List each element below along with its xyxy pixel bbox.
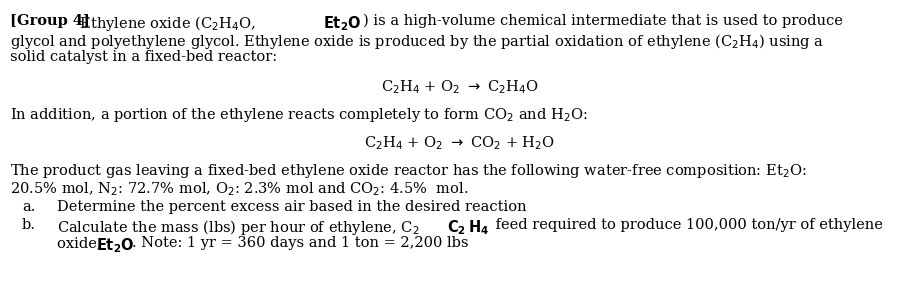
Text: solid catalyst in a fixed-bed reactor:: solid catalyst in a fixed-bed reactor: [10,50,277,64]
Text: $\mathbf{Et_2O}$: $\mathbf{Et_2O}$ [96,236,134,255]
Text: Ethylene oxide (C$_2$H$_4$O,: Ethylene oxide (C$_2$H$_4$O, [75,14,257,33]
Text: feed required to produce 100,000 ton/yr of ethylene: feed required to produce 100,000 ton/yr … [491,218,883,232]
Text: In addition, a portion of the ethylene reacts completely to form CO$_2$ and H$_2: In addition, a portion of the ethylene r… [10,106,588,124]
Text: $\mathbf{H_4}$: $\mathbf{H_4}$ [468,218,489,237]
Text: Determine the percent excess air based in the desired reaction: Determine the percent excess air based i… [57,200,527,214]
Text: $\mathbf{Et_2O}$: $\mathbf{Et_2O}$ [323,14,361,33]
Text: C$_2$H$_4$ + O$_2$ $\rightarrow$ C$_2$H$_4$O: C$_2$H$_4$ + O$_2$ $\rightarrow$ C$_2$H$… [381,78,539,96]
Text: The product gas leaving a fixed-bed ethylene oxide reactor has the following wat: The product gas leaving a fixed-bed ethy… [10,162,807,180]
Text: 20.5% mol, N$_2$: 72.7% mol, O$_2$: 2.3% mol and CO$_2$: 4.5%  mol.: 20.5% mol, N$_2$: 72.7% mol, O$_2$: 2.3%… [10,180,469,198]
Text: Calculate the mass (lbs) per hour of ethylene, C$_2$: Calculate the mass (lbs) per hour of eth… [57,218,420,237]
Text: . Note: 1 yr = 360 days and 1 ton = 2,200 lbs: . Note: 1 yr = 360 days and 1 ton = 2,20… [132,236,469,250]
Text: a.: a. [22,200,35,214]
Text: oxide,: oxide, [57,236,106,250]
Text: C$_2$H$_4$ + O$_2$ $\rightarrow$ CO$_2$ + H$_2$O: C$_2$H$_4$ + O$_2$ $\rightarrow$ CO$_2$ … [365,134,555,152]
Text: b.: b. [22,218,36,232]
Text: [Group 4]: [Group 4] [10,14,90,28]
Text: ) is a high-volume chemical intermediate that is used to produce: ) is a high-volume chemical intermediate… [363,14,843,28]
Text: glycol and polyethylene glycol. Ethylene oxide is produced by the partial oxidat: glycol and polyethylene glycol. Ethylene… [10,32,824,51]
Text: $\mathbf{C_2}$: $\mathbf{C_2}$ [447,218,466,237]
